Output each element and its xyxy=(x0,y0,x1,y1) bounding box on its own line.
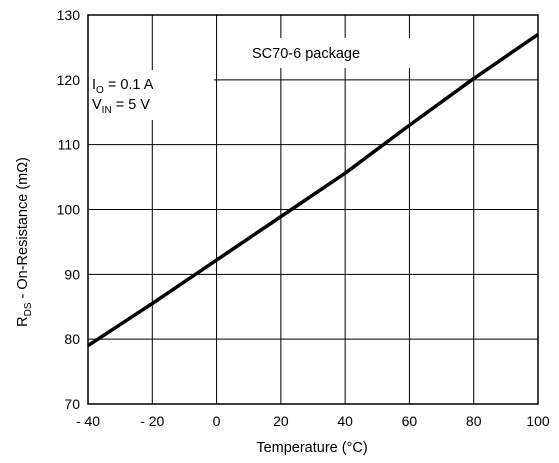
x-tick-label: - 40 xyxy=(76,413,100,429)
y-tick-label: 80 xyxy=(64,331,80,347)
y-axis-label: RDS - On-Resistance (mΩ) xyxy=(15,157,34,327)
vin-label: VIN = 5 V xyxy=(92,97,150,116)
y-tick-label: 70 xyxy=(64,396,80,412)
x-tick-label: - 20 xyxy=(140,413,164,429)
x-axis-label: Temperature (°C) xyxy=(256,440,367,456)
series-layer xyxy=(87,33,539,348)
y-tick-label: 110 xyxy=(58,137,81,153)
x-tick-label: 40 xyxy=(337,413,353,429)
x-tick-label: 100 xyxy=(526,413,550,429)
conditions-bg xyxy=(86,70,214,120)
y-tick-labels: 70 80 90 100 110 120 130 xyxy=(57,7,81,412)
io-label: IO = 0.1 A xyxy=(92,77,154,96)
y-tick-label: 100 xyxy=(57,202,81,218)
grid xyxy=(87,14,539,405)
y-tick-label: 120 xyxy=(57,72,81,88)
y-tick-label: 90 xyxy=(64,266,80,282)
y-tick-label: 130 xyxy=(57,7,81,23)
x-tick-label: 80 xyxy=(466,413,482,429)
x-tick-label: 0 xyxy=(213,413,221,429)
package-label: SC70-6 package xyxy=(252,46,360,62)
x-tick-label: 60 xyxy=(402,413,418,429)
plot-frame xyxy=(87,14,539,405)
x-tick-labels: - 40 - 20 0 20 40 60 80 100 xyxy=(76,413,550,429)
x-tick-label: 20 xyxy=(273,413,289,429)
package-label-bg xyxy=(240,38,410,68)
series-line xyxy=(87,33,539,348)
